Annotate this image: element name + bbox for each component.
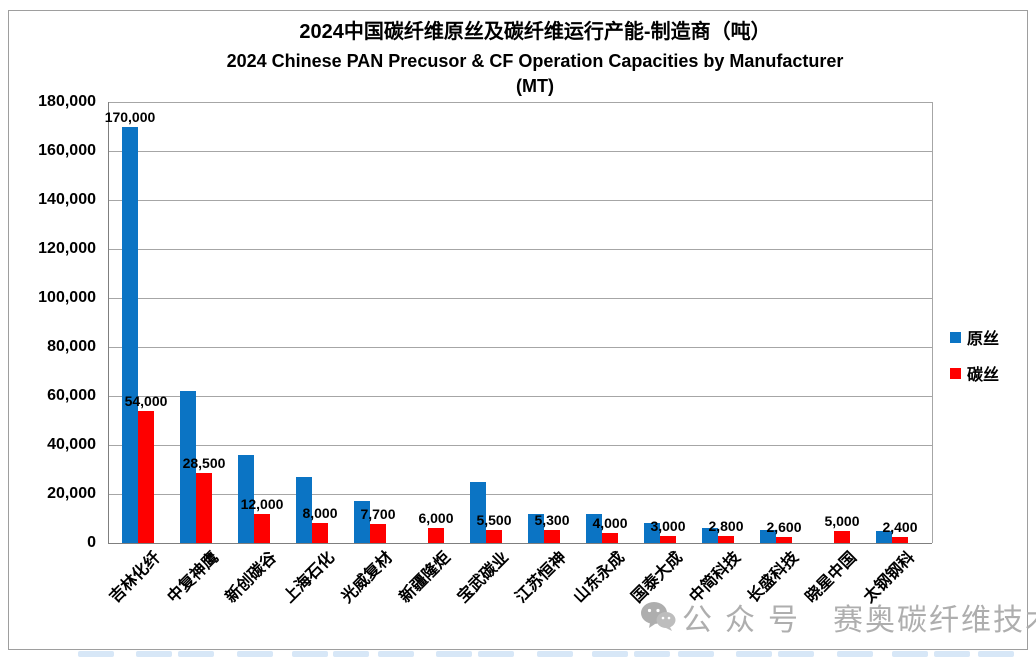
- bar-precursor: [296, 476, 312, 543]
- bar-precursor: [180, 391, 196, 543]
- y-axis-line: [108, 102, 109, 543]
- bar-precursor: [702, 528, 718, 543]
- bar-carbon-fiber: [776, 536, 792, 543]
- gridline: [108, 444, 932, 446]
- chart-title-unit: (MT): [516, 76, 554, 96]
- data-label: 54,000: [124, 392, 168, 409]
- data-label: 28,500: [182, 455, 226, 472]
- bar-precursor: [644, 523, 660, 543]
- x-axis-line: [108, 543, 932, 544]
- data-label: 170,000: [104, 108, 156, 125]
- gridline: [108, 150, 932, 152]
- bar-carbon-fiber: [834, 530, 850, 543]
- bar-carbon-fiber: [544, 530, 560, 543]
- y-tick-label: 180,000: [38, 93, 96, 110]
- bottom-strip-block: [736, 651, 772, 657]
- bar-precursor: [354, 501, 370, 543]
- bar-carbon-fiber: [312, 523, 328, 543]
- legend-item-carbon-fiber: 碳丝: [950, 361, 999, 385]
- bottom-strip-block: [136, 651, 172, 657]
- bar-carbon-fiber: [138, 410, 154, 543]
- bar-carbon-fiber: [892, 537, 908, 543]
- legend-swatch-precursor: [950, 331, 961, 343]
- data-label: 5,500: [476, 511, 512, 528]
- y-tick-label: 20,000: [47, 485, 96, 502]
- y-tick-label: 40,000: [47, 436, 96, 453]
- y-tick-label: 0: [87, 534, 96, 551]
- data-label: 12,000: [240, 495, 284, 512]
- bottom-strip-block: [778, 651, 814, 657]
- data-label: 5,300: [534, 512, 570, 528]
- bar-precursor: [122, 126, 138, 543]
- y-tick-label: 140,000: [38, 191, 96, 208]
- bar-precursor: [876, 530, 892, 543]
- y-tick-label: 160,000: [38, 142, 96, 159]
- y-tick-label: 100,000: [38, 289, 96, 306]
- bar-carbon-fiber: [196, 473, 212, 543]
- bar-precursor: [238, 454, 254, 543]
- bar-precursor: [760, 529, 776, 543]
- bottom-strip-block: [292, 651, 328, 657]
- bottom-strip-block: [934, 651, 970, 657]
- bar-carbon-fiber: [718, 536, 734, 543]
- chart-title-chinese: 2024中国碳纤维原丝及碳纤维运行产能-制造商（吨）: [299, 21, 771, 43]
- bottom-strip-block: [837, 651, 873, 657]
- bar-carbon-fiber: [486, 529, 502, 543]
- data-label: 7,700: [360, 506, 396, 523]
- watermark: 公众号 赛奥碳纤维技术: [640, 595, 1036, 639]
- gridline: [108, 493, 932, 495]
- bottom-strip-block: [178, 651, 214, 657]
- bar-carbon-fiber: [370, 524, 386, 543]
- wechat-icon: [641, 602, 676, 631]
- watermark-prefix: 公众号: [682, 604, 811, 637]
- y-tick-label: 60,000: [47, 387, 96, 404]
- bottom-strip-block: [537, 651, 573, 657]
- data-label: 8,000: [302, 505, 338, 522]
- bar-precursor: [528, 513, 544, 543]
- y-tick-label: 120,000: [38, 240, 96, 257]
- legend-label-precursor: 原丝: [967, 331, 1000, 348]
- bar-carbon-fiber: [660, 535, 676, 543]
- bar-carbon-fiber: [254, 513, 270, 543]
- bar-precursor: [586, 513, 602, 543]
- data-label: 4,000: [592, 515, 628, 532]
- data-label: 6,000: [418, 510, 454, 527]
- gridline: [108, 395, 932, 397]
- bottom-strip-block: [634, 651, 670, 657]
- bottom-strip-block: [892, 651, 928, 657]
- bottom-strip-block: [237, 651, 273, 657]
- legend-label-carbon-fiber: 碳丝: [967, 367, 1000, 384]
- bar-carbon-fiber: [428, 528, 444, 543]
- bar-precursor: [470, 481, 486, 543]
- chart-frame: [8, 10, 1028, 650]
- legend: 原丝 碳丝: [950, 325, 999, 385]
- bottom-strip-block: [436, 651, 472, 657]
- legend-item-precursor: 原丝: [950, 325, 999, 349]
- gridline: [108, 101, 932, 103]
- bottom-strip-block: [333, 651, 369, 657]
- bottom-strip-block: [478, 651, 514, 657]
- watermark-account-name: 赛奥碳纤维技术: [833, 604, 1036, 637]
- bottom-strip-block: [378, 651, 414, 657]
- data-label: 5,000: [824, 512, 860, 529]
- gridline: [108, 346, 932, 348]
- data-label: 2,800: [708, 518, 744, 535]
- plot-right-border: [932, 102, 933, 543]
- bottom-strip-block: [978, 651, 1014, 657]
- data-label: 2,600: [766, 518, 802, 535]
- chart-title-block: 2024中国碳纤维原丝及碳纤维运行产能-制造商（吨） 2024 Chinese …: [60, 16, 1010, 98]
- gridline: [108, 248, 932, 250]
- data-label: 3,000: [650, 517, 686, 534]
- chart-title-english: 2024 Chinese PAN Precusor & CF Operation…: [226, 51, 844, 71]
- legend-swatch-carbon-fiber: [950, 367, 961, 379]
- data-label: 2,400: [882, 519, 918, 536]
- bottom-strip-block: [678, 651, 714, 657]
- bottom-strip-block: [78, 651, 114, 657]
- bottom-strip-block: [592, 651, 628, 657]
- bar-carbon-fiber: [602, 533, 618, 543]
- gridline: [108, 199, 932, 201]
- y-tick-label: 80,000: [47, 338, 96, 355]
- gridline: [108, 297, 932, 299]
